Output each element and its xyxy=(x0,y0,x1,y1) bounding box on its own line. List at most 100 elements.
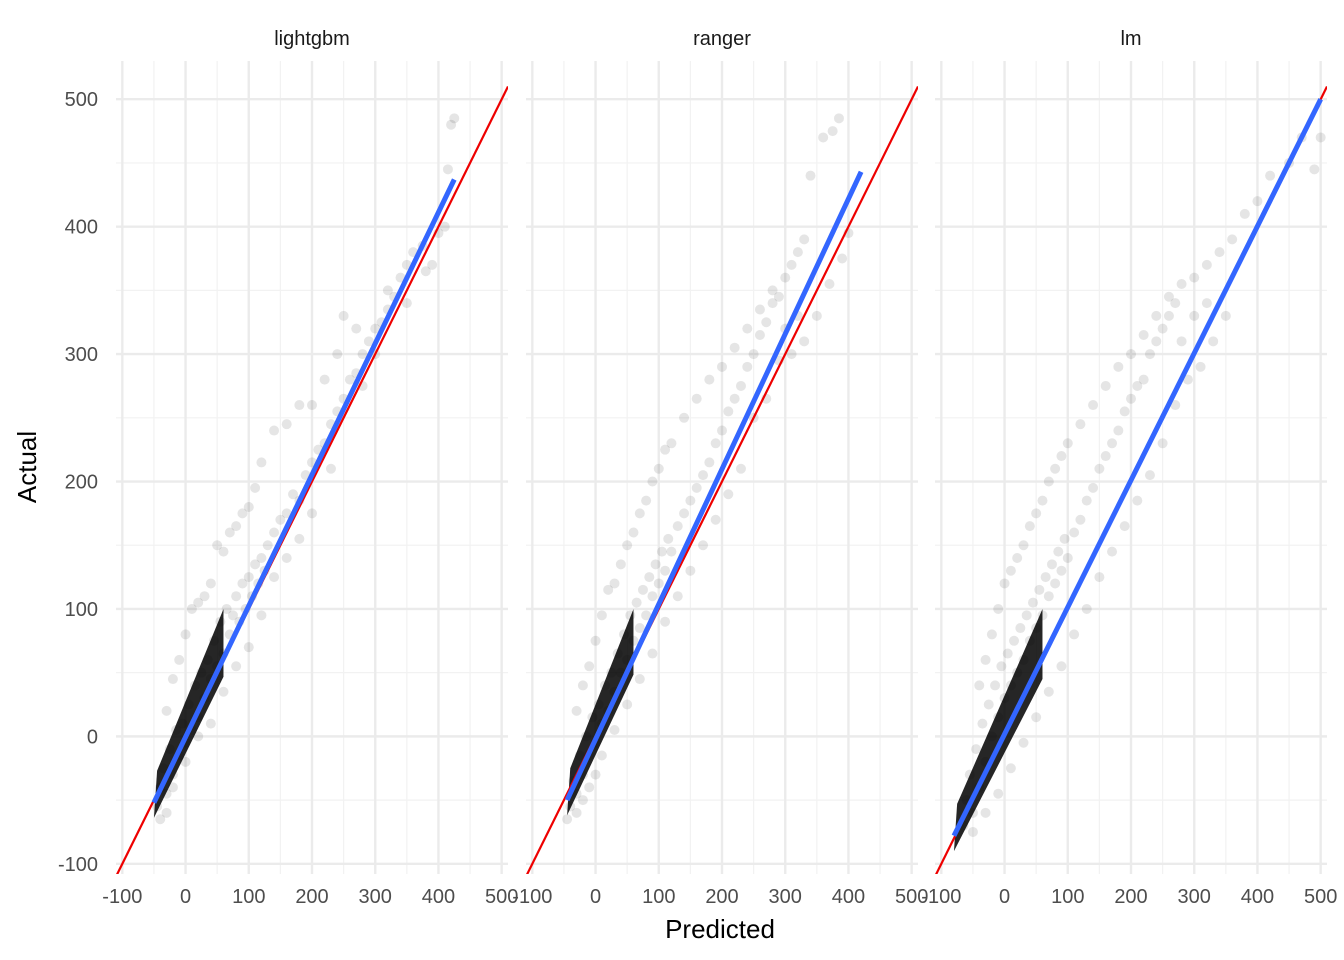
data-point xyxy=(1069,527,1080,538)
data-point xyxy=(584,661,595,672)
data-point xyxy=(1208,336,1219,347)
data-point xyxy=(325,463,336,474)
data-point xyxy=(1043,476,1054,487)
data-point xyxy=(833,113,844,124)
data-point xyxy=(344,374,355,385)
data-point xyxy=(562,814,573,825)
data-point xyxy=(647,591,658,602)
data-point xyxy=(1100,380,1111,391)
data-point xyxy=(1195,361,1206,372)
data-point xyxy=(577,795,588,806)
data-point xyxy=(735,380,746,391)
data-point xyxy=(1002,648,1013,659)
data-point xyxy=(1031,712,1042,723)
data-point xyxy=(427,259,438,270)
data-point xyxy=(1119,406,1130,417)
data-point xyxy=(227,610,238,621)
data-point xyxy=(180,756,191,767)
data-point xyxy=(993,603,1004,614)
data-point xyxy=(1012,667,1023,678)
data-point xyxy=(628,527,639,538)
data-point xyxy=(196,667,207,678)
data-point xyxy=(993,788,1004,799)
data-point xyxy=(660,565,671,576)
data-point xyxy=(625,610,636,621)
data-point xyxy=(262,540,273,551)
data-point xyxy=(1088,482,1099,493)
x-tick-label: 200 xyxy=(705,886,738,908)
data-point xyxy=(1021,610,1032,621)
data-point xyxy=(1126,393,1136,404)
data-point xyxy=(1024,521,1035,532)
x-tick-label: 100 xyxy=(1051,886,1084,908)
data-point xyxy=(628,635,639,646)
data-point xyxy=(363,336,374,347)
data-point xyxy=(971,744,982,755)
data-point xyxy=(1053,546,1064,557)
data-point xyxy=(704,457,715,468)
data-point xyxy=(1015,623,1026,634)
data-point xyxy=(1107,546,1118,557)
data-point xyxy=(666,438,677,449)
data-point xyxy=(1037,610,1048,621)
plot-area xyxy=(935,85,1327,874)
x-tick-label: 500 xyxy=(1304,886,1337,908)
data-point xyxy=(357,349,368,360)
data-point xyxy=(152,801,163,812)
data-point xyxy=(199,591,210,602)
data-point xyxy=(748,349,759,360)
data-point xyxy=(622,540,633,551)
data-point xyxy=(167,782,178,793)
data-point xyxy=(710,438,721,449)
data-point xyxy=(571,807,582,818)
y-tick-label: 0 xyxy=(87,726,98,748)
data-point xyxy=(1113,425,1124,436)
data-point xyxy=(177,718,188,729)
data-point xyxy=(332,349,343,360)
data-point xyxy=(1170,298,1181,309)
data-point xyxy=(983,699,994,710)
data-point xyxy=(1075,419,1086,430)
y-axis-ticks: -100 0 100 200 300 400 500 xyxy=(58,89,98,876)
data-point xyxy=(799,234,810,245)
data-point xyxy=(250,482,261,493)
x-tick-label: 400 xyxy=(422,886,455,908)
data-point xyxy=(1189,310,1200,321)
data-point xyxy=(281,552,292,563)
data-point xyxy=(237,508,248,519)
data-point xyxy=(269,527,280,538)
data-point xyxy=(634,674,645,685)
y-axis-title: Actual xyxy=(12,431,42,503)
data-point xyxy=(631,597,642,608)
data-point xyxy=(717,425,727,436)
data-point xyxy=(818,132,829,143)
data-point xyxy=(1012,552,1023,563)
data-point xyxy=(577,680,588,691)
x-tick-label: 0 xyxy=(590,886,601,908)
data-point xyxy=(1018,540,1029,551)
data-point xyxy=(644,572,655,583)
x-tick-label: 300 xyxy=(359,886,392,908)
y-tick-label: -100 xyxy=(58,854,98,876)
data-point xyxy=(587,712,598,723)
data-point xyxy=(1144,470,1155,481)
x-tick-label: -100 xyxy=(921,886,961,908)
data-point xyxy=(581,731,592,742)
data-point xyxy=(647,648,658,659)
data-point xyxy=(1315,132,1326,143)
data-point xyxy=(999,693,1010,704)
data-point xyxy=(1069,629,1080,640)
data-point xyxy=(1056,565,1067,576)
data-point xyxy=(1037,495,1048,506)
data-point xyxy=(698,470,709,481)
data-point xyxy=(742,323,753,334)
data-point xyxy=(307,400,317,411)
data-point xyxy=(1132,380,1143,391)
data-point xyxy=(174,654,185,665)
data-point xyxy=(799,336,810,347)
data-point xyxy=(653,463,664,474)
data-point xyxy=(735,463,746,474)
data-point xyxy=(205,718,216,729)
facet-label: ranger xyxy=(693,28,751,50)
